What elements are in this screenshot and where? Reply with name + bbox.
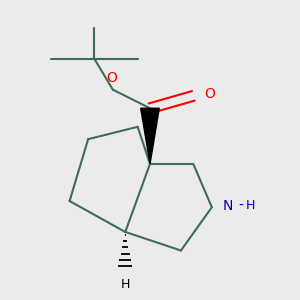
Text: N: N bbox=[223, 199, 233, 213]
Text: O: O bbox=[106, 71, 117, 85]
Text: O: O bbox=[204, 87, 215, 101]
Text: H: H bbox=[246, 199, 255, 212]
Text: H: H bbox=[121, 278, 130, 291]
Polygon shape bbox=[141, 108, 159, 164]
Text: -: - bbox=[238, 199, 243, 213]
